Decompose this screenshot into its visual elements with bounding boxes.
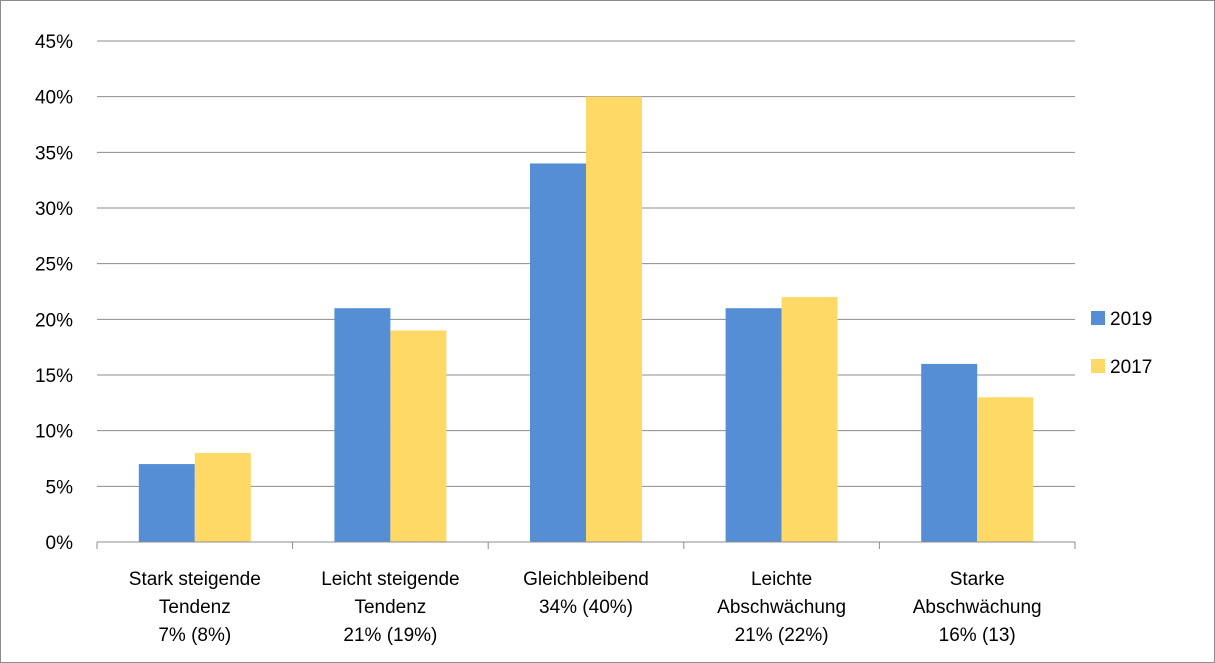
y-axis-tick-labels: 0% 5% 10% 15% 20% 25% 30% 35% 40% 45% (35, 32, 73, 554)
bars (138, 96, 1034, 543)
x-category-label-line: 16% (13) (939, 625, 1016, 646)
y-tick-label: 20% (35, 310, 73, 331)
x-category-label-line: 21% (22%) (735, 625, 829, 646)
y-tick-label: 30% (35, 199, 73, 220)
x-category-label-line: Abschwächung (717, 597, 846, 618)
x-axis-category-labels: Stark steigende Tendenz 7% (8%) Leicht stei… (129, 569, 1042, 646)
bar-2017-0 (194, 452, 251, 542)
x-category-label-line: Tendenz (354, 597, 426, 618)
bar-2017-4 (977, 397, 1034, 542)
bar-2019-2 (530, 163, 586, 542)
legend-label-2019: 2019 (1110, 309, 1152, 330)
legend: 2019 2017 (1091, 309, 1152, 378)
x-category-label-line: Stark steigende (129, 569, 261, 590)
x-category-label-line: Abschwächung (913, 597, 1042, 618)
y-tick-label: 15% (35, 366, 73, 387)
x-category-label-line: Tendenz (159, 597, 231, 618)
y-tick-label: 40% (35, 88, 73, 109)
bar-2019-4 (921, 363, 978, 542)
x-category-label-line: Gleichbleibend (523, 569, 649, 590)
x-category-label: Gleichbleibend 34% (40%) (523, 569, 649, 618)
x-category-label-line: 34% (40%) (539, 597, 633, 618)
x-category-label: Stark steigende Tendenz 7% (8%) (129, 569, 261, 646)
y-tick-label: 35% (35, 143, 73, 164)
x-category-label-line: 21% (19%) (343, 625, 437, 646)
x-axis (96, 541, 1076, 549)
y-tick-label: 45% (35, 32, 73, 53)
bar-2017-3 (781, 297, 838, 542)
legend-swatch-2019 (1091, 311, 1105, 325)
y-tick-label: 5% (46, 477, 74, 498)
bar-2019-0 (138, 464, 195, 542)
x-category-label: Leichte Abschwächung 21% (22%) (717, 569, 846, 646)
bar-2019-3 (725, 308, 782, 542)
bar-2017-2 (586, 96, 642, 543)
y-tick-label: 10% (35, 422, 73, 443)
y-tick-label: 0% (46, 533, 74, 554)
x-category-label-line: Leicht steigende (321, 569, 459, 590)
y-tick-label: 25% (35, 255, 73, 276)
legend-label-2017: 2017 (1110, 357, 1152, 378)
bar-2017-1 (390, 330, 447, 542)
x-category-label-line: 7% (8%) (158, 625, 231, 646)
x-category-label: Leicht steigende Tendenz 21% (19%) (321, 569, 459, 646)
bar-2019-1 (334, 308, 391, 542)
x-category-label-line: Leichte (751, 569, 812, 590)
legend-swatch-2017 (1091, 359, 1105, 373)
x-category-label: Starke Abschwächung 16% (13) (913, 569, 1042, 646)
x-category-label-line: Starke (950, 569, 1005, 590)
